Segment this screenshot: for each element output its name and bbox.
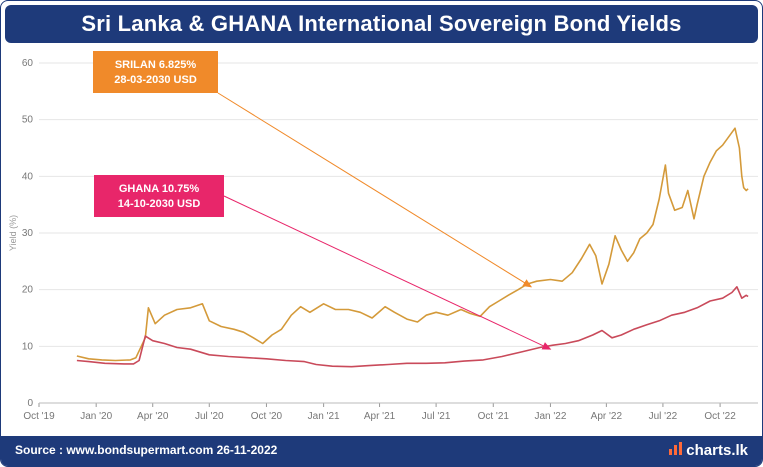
- annotation-box: [93, 51, 218, 93]
- source-text: Source : www.bondsupermart.com 26-11-202…: [15, 443, 278, 457]
- annotation-label: SRILAN 6.825%: [115, 59, 197, 71]
- x-tick-label: Jul '22: [649, 411, 678, 422]
- annotation-label: 14-10-2030 USD: [118, 198, 201, 210]
- x-tick-label: Jul '21: [422, 411, 451, 422]
- series-line-ghana: [76, 286, 749, 368]
- y-tick-label: 20: [22, 285, 34, 296]
- x-tick-label: Jan '22: [534, 411, 566, 422]
- x-tick-label: Oct '22: [704, 411, 736, 422]
- x-tick-label: Oct '21: [478, 411, 510, 422]
- annotation-box: [94, 175, 224, 217]
- series-line-srilanka: [76, 127, 749, 362]
- brand-logo: charts.lk: [669, 442, 748, 459]
- brand-text: charts.lk: [686, 442, 748, 459]
- chart-title: Sri Lanka & GHANA International Sovereig…: [81, 11, 682, 36]
- x-tick-label: Oct '20: [251, 411, 283, 422]
- x-tick-label: Jan '21: [308, 411, 340, 422]
- annotation-label: 28-03-2030 USD: [114, 74, 197, 86]
- annotation-arrow: [223, 195, 552, 350]
- x-tick-label: Apr '20: [137, 411, 169, 422]
- x-tick-label: Apr '22: [591, 411, 623, 422]
- y-axis-label: Yield (%): [8, 215, 18, 251]
- annotation-arrow: [217, 92, 533, 288]
- footer-bar: Source : www.bondsupermart.com 26-11-202…: [1, 436, 762, 466]
- y-tick-label: 60: [22, 58, 34, 69]
- x-tick-label: Jan '20: [80, 411, 112, 422]
- y-tick-label: 50: [22, 115, 34, 126]
- x-tick-label: Oct '19: [23, 411, 55, 422]
- y-tick-label: 40: [22, 171, 34, 182]
- title-bar: Sri Lanka & GHANA International Sovereig…: [5, 5, 758, 43]
- x-tick-label: Apr '21: [364, 411, 396, 422]
- y-tick-label: 10: [22, 341, 34, 352]
- bar-chart-icon: [669, 442, 683, 459]
- y-tick-label: 0: [27, 398, 33, 409]
- annotation-label: GHANA 10.75%: [119, 183, 200, 195]
- x-tick-label: Jul '20: [195, 411, 224, 422]
- y-tick-label: 30: [22, 228, 34, 239]
